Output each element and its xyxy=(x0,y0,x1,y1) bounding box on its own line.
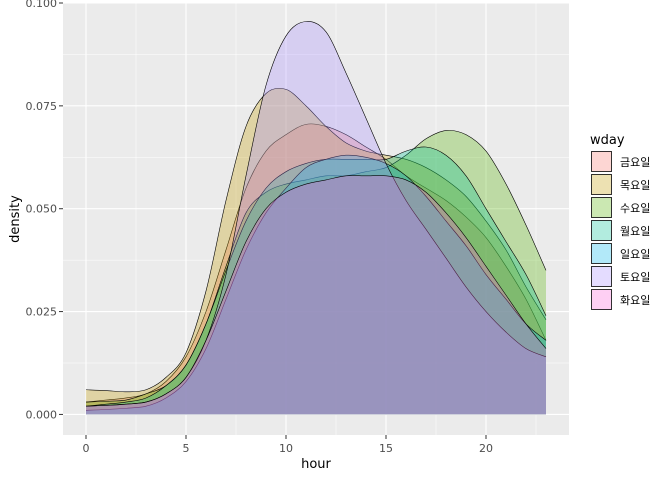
legend-item: 목요일 xyxy=(591,174,650,195)
y-tick-label: 0.100 xyxy=(26,0,58,10)
legend-key-background xyxy=(591,151,612,172)
y-axis-title: density xyxy=(8,195,23,243)
x-tick-label: 10 xyxy=(279,442,293,455)
legend-label: 금요일 xyxy=(620,155,650,169)
x-tick-label: 0 xyxy=(83,442,90,455)
legend-key-background xyxy=(591,220,612,241)
legend-label: 수요일 xyxy=(620,201,650,215)
legend-key xyxy=(591,266,612,287)
density-area-화요일 xyxy=(86,175,546,415)
density-outline-금요일 xyxy=(85,123,547,403)
density-outline-일요일 xyxy=(85,154,547,411)
legend-label: 화요일 xyxy=(620,293,650,307)
legend-item: 화요일 xyxy=(591,289,650,310)
density-area-일요일 xyxy=(86,155,546,415)
legend-key xyxy=(591,220,612,241)
legend-label: 월요일 xyxy=(620,224,650,238)
density-areas xyxy=(85,21,547,415)
y-tick-label: 0.075 xyxy=(26,100,58,113)
x-axis: 0 5 10 15 20 xyxy=(83,435,493,455)
legend-title: wday xyxy=(590,133,625,148)
legend-item: 수요일 xyxy=(591,197,650,218)
legend-key-background xyxy=(591,197,612,218)
legend-label: 토요일 xyxy=(620,270,650,284)
legend-key xyxy=(591,289,612,310)
legend-key-background xyxy=(591,243,612,264)
x-tick-label: 20 xyxy=(479,442,493,455)
density-outline-목요일 xyxy=(85,87,547,393)
legend-key xyxy=(591,197,612,218)
legend-key-background xyxy=(591,174,612,195)
legend-key xyxy=(591,174,612,195)
legend-key-background xyxy=(591,289,612,310)
legend-item: 토요일 xyxy=(591,266,650,287)
legend-item: 금요일 xyxy=(591,151,650,172)
x-axis-title: hour xyxy=(301,457,331,472)
legend-key-background xyxy=(591,266,612,287)
major-gridlines xyxy=(63,2,569,435)
density-outline-월요일 xyxy=(85,146,547,407)
legend-item: 월요일 xyxy=(591,220,650,241)
y-tick-label: 0.050 xyxy=(26,203,58,216)
x-tick-label: 5 xyxy=(183,442,190,455)
y-tick-label: 0.000 xyxy=(26,408,58,421)
legend-key xyxy=(591,243,612,264)
legend-label: 목요일 xyxy=(620,178,650,192)
density-area-목요일 xyxy=(86,88,546,415)
density-area-토요일 xyxy=(86,21,546,415)
density-area-수요일 xyxy=(86,130,546,415)
legend-label: 일요일 xyxy=(620,247,650,261)
density-area-월요일 xyxy=(86,146,546,415)
legend-item: 일요일 xyxy=(591,243,650,264)
minor-gridlines xyxy=(63,3,569,435)
y-tick-label: 0.025 xyxy=(26,306,58,319)
density-outline-화요일 xyxy=(85,175,547,407)
legend-key xyxy=(591,151,612,172)
x-tick-label: 15 xyxy=(379,442,393,455)
y-axis: 0.000 0.025 0.050 0.075 0.100 xyxy=(26,0,63,421)
